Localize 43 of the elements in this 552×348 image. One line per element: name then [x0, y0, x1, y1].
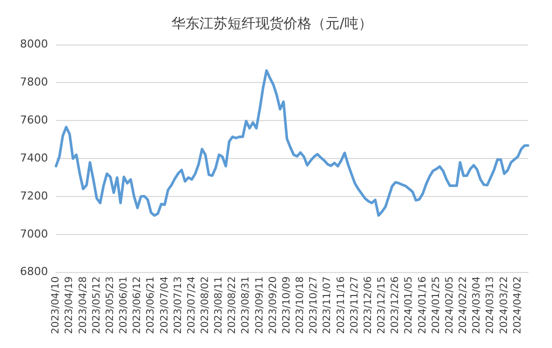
x-tick-label: 2023/05/12: [91, 276, 102, 334]
y-tick-label: 6800: [20, 265, 48, 278]
y-tick-label: 8000: [20, 38, 48, 51]
x-tick-label: 2023/06/12: [132, 276, 144, 334]
x-tick-label: 2023/04/19: [64, 276, 76, 334]
x-tick-label: 2023/10/09: [281, 276, 292, 334]
x-tick-label: 2023/09/20: [268, 276, 279, 334]
x-tick-label: 2024/03/22: [498, 276, 510, 334]
x-tick-label: 2023/06/21: [146, 276, 157, 334]
y-tick-label: 7800: [20, 76, 48, 89]
x-tick-label: 2023/11/07: [322, 276, 334, 334]
x-tick-label: 2024/01/16: [417, 276, 428, 334]
x-tick-label: 2023/08/11: [214, 276, 225, 334]
x-tick-label: 2023/08/22: [227, 276, 238, 334]
x-tick-label: 2023/12/15: [376, 276, 388, 334]
x-tick-label: 2023/04/28: [78, 276, 89, 334]
x-tick-label: 2023/09/11: [254, 276, 266, 334]
x-tick-label: 2023/08/02: [200, 276, 211, 334]
x-tick-label: 2023/07/24: [186, 276, 198, 334]
x-tick-label: 2023/08/31: [240, 276, 252, 334]
y-tick-label: 7400: [20, 151, 48, 164]
x-tick-label: 2023/11/16: [336, 276, 347, 334]
y-tick-label: 7600: [20, 114, 48, 127]
x-tick-label: 2023/10/18: [295, 276, 306, 334]
x-tick-label: 2023/06/01: [118, 276, 130, 334]
x-tick-label: 2024/03/13: [485, 276, 496, 334]
x-tick-label: 2023/07/04: [159, 276, 170, 334]
x-tick-label: 2024/03/04: [472, 276, 483, 334]
x-tick-label: 2024/02/22: [458, 276, 470, 334]
x-tick-label: 2023/12/26: [390, 276, 402, 334]
x-tick-label: 2024/02/05: [444, 276, 456, 334]
x-tick-label: 2024/04/02: [512, 276, 524, 334]
y-tick-label: 7200: [20, 189, 48, 202]
chart-title: 华东江苏短纤现货价格（元/吨）: [172, 16, 372, 32]
x-tick-label: 2024/01/25: [430, 276, 442, 334]
x-tick-label: 2023/04/10: [50, 276, 62, 334]
x-tick-label: 2023/05/23: [104, 276, 116, 334]
y-tick-label: 7000: [20, 227, 48, 240]
x-tick-label: 2023/11/27: [349, 276, 360, 334]
x-tick-label: 2024/01/05: [404, 276, 415, 334]
x-tick-label: 2023/07/13: [172, 276, 184, 334]
x-tick-label: 2023/12/06: [362, 276, 374, 334]
x-tick-label: 2023/10/27: [308, 276, 320, 334]
